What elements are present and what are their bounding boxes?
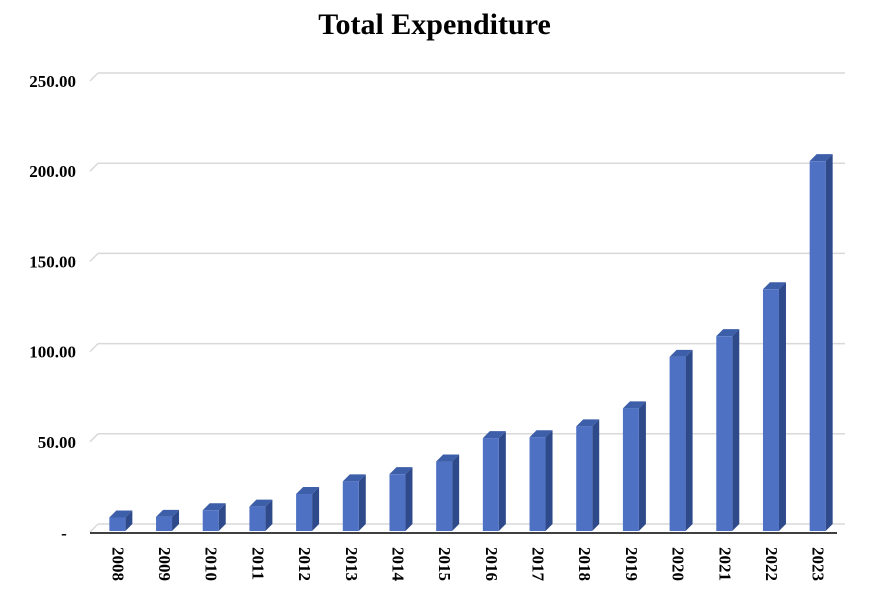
y-tick-label: - (61, 524, 67, 543)
bar-top (249, 499, 273, 507)
bar-front (202, 510, 219, 531)
x-tick-label: 2009 (155, 547, 174, 581)
x-tick-label: 2011 (248, 547, 267, 580)
bar-side (825, 154, 833, 531)
bar-top (296, 487, 320, 495)
x-tick-label: 2016 (482, 547, 501, 581)
bar-top (482, 431, 506, 439)
bar (389, 467, 413, 531)
grid-line-edge (89, 343, 99, 353)
y-tick-label: 250.00 (29, 72, 76, 91)
y-tick-label: 100.00 (29, 343, 76, 362)
grid-line-edge (89, 433, 99, 443)
bar (249, 499, 273, 531)
y-axis-ticks: - 50.00 100.00 150.00 200.00 250.00 (29, 72, 76, 543)
bar-front (716, 336, 733, 531)
bar-front (109, 517, 126, 531)
bar (529, 430, 553, 531)
bar (156, 509, 180, 531)
bar-front (156, 516, 173, 531)
grid-line-edge (89, 162, 99, 172)
bar (716, 329, 740, 531)
bar (762, 282, 786, 531)
bar-front (622, 408, 639, 531)
bar-side (452, 454, 460, 531)
bar (436, 454, 460, 531)
bar-top (342, 474, 366, 482)
bar (576, 419, 600, 531)
x-tick-label: 2023 (809, 547, 828, 581)
bar-front (342, 481, 359, 531)
x-tick-label: 2013 (342, 547, 361, 581)
bar (296, 487, 320, 531)
bar (202, 503, 226, 531)
bar-side (498, 431, 506, 531)
bar (809, 154, 833, 531)
bar-side (592, 419, 600, 531)
bar-front (482, 438, 499, 531)
bar-side (685, 349, 693, 531)
x-tick-label: 2019 (622, 547, 641, 581)
x-axis-ticks: 2008 2009 2010 2011 2012 2013 2014 2015 2016 2017… (108, 547, 827, 582)
bar-front (389, 474, 406, 531)
x-tick-label: 2012 (295, 547, 314, 581)
x-tick-label: 2008 (108, 547, 127, 581)
bar-side (638, 401, 646, 531)
bar-front (249, 506, 266, 531)
x-tick-label: 2021 (715, 547, 734, 581)
bar-top (622, 401, 646, 409)
bar-front (669, 356, 686, 531)
bar (109, 510, 133, 531)
x-tick-label: 2014 (388, 547, 407, 582)
bar-front (296, 494, 313, 531)
y-tick-label: 50.00 (38, 433, 76, 452)
bar-top (109, 510, 133, 518)
chart-title: Total Expenditure (318, 8, 551, 41)
bar-side (358, 474, 366, 531)
x-tick-label: 2022 (762, 547, 781, 581)
bar-front (436, 461, 453, 531)
bar-top (436, 454, 460, 462)
bar-top (716, 329, 740, 337)
bar (669, 349, 693, 531)
bar-top (669, 349, 693, 357)
bar-top (762, 282, 786, 290)
x-tick-label: 2020 (669, 547, 688, 581)
bar-side (545, 430, 553, 531)
x-tick-label: 2017 (529, 547, 548, 582)
bar-front (529, 437, 546, 531)
bar-top (809, 154, 833, 162)
bar-side (125, 510, 133, 531)
bar-top (202, 503, 226, 511)
y-tick-label: 200.00 (29, 162, 76, 181)
bar-front (576, 426, 593, 531)
bar-front (809, 161, 826, 531)
bar-side (312, 487, 320, 531)
bars (109, 154, 833, 531)
bar-side (172, 509, 180, 531)
bar (622, 401, 646, 531)
bar-side (265, 499, 273, 531)
grid-line-edge (89, 523, 99, 533)
grid-line-edge (89, 252, 99, 262)
x-tick-label: 2018 (575, 547, 594, 581)
bar-top (156, 509, 180, 517)
x-tick-label: 2010 (202, 547, 221, 581)
bar-side (732, 329, 740, 531)
y-tick-label: 150.00 (29, 252, 76, 271)
bar-top (576, 419, 600, 427)
x-tick-label: 2015 (435, 547, 454, 581)
bar-side (405, 467, 413, 531)
bar (342, 474, 366, 531)
bar-side (778, 282, 786, 531)
bar-top (529, 430, 553, 438)
bar-front (762, 289, 779, 531)
bar (482, 431, 506, 531)
bar-top (389, 467, 413, 475)
grid-line-edge (89, 72, 99, 82)
bar-side (218, 503, 226, 531)
